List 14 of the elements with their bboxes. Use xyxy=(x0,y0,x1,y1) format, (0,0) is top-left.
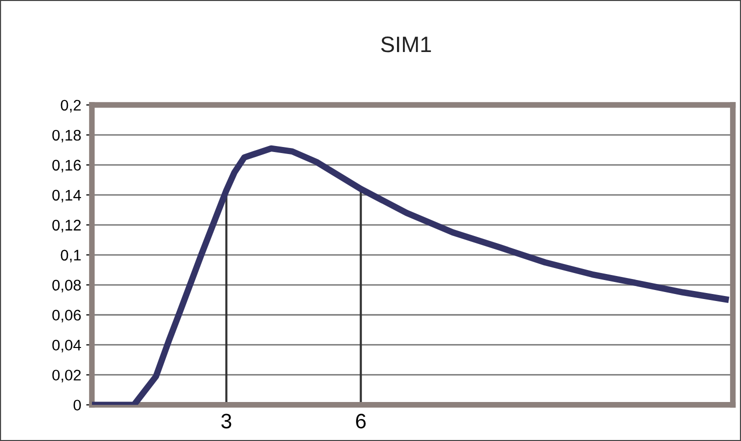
y-tick-label: 0,04 xyxy=(52,340,82,352)
y-tick-label: 0,16 xyxy=(52,160,81,172)
y-tick-label: 0 xyxy=(74,400,81,411)
x-tick-label: 6 xyxy=(356,414,366,428)
y-tick-label: 0,02 xyxy=(52,370,81,382)
y-tick-label: 0,12 xyxy=(52,220,81,232)
x-tick-label: 3 xyxy=(221,414,232,428)
y-tick-label: 0,06 xyxy=(52,310,81,322)
y-tick-label: 0,14 xyxy=(52,190,82,202)
chart-title: SIM1 xyxy=(381,36,431,52)
y-tick-label: 0,08 xyxy=(52,280,81,292)
y-tick-label: 0,1 xyxy=(60,250,81,262)
y-tick-label: 0,18 xyxy=(52,130,81,142)
y-tick-label: 0,2 xyxy=(60,100,81,112)
